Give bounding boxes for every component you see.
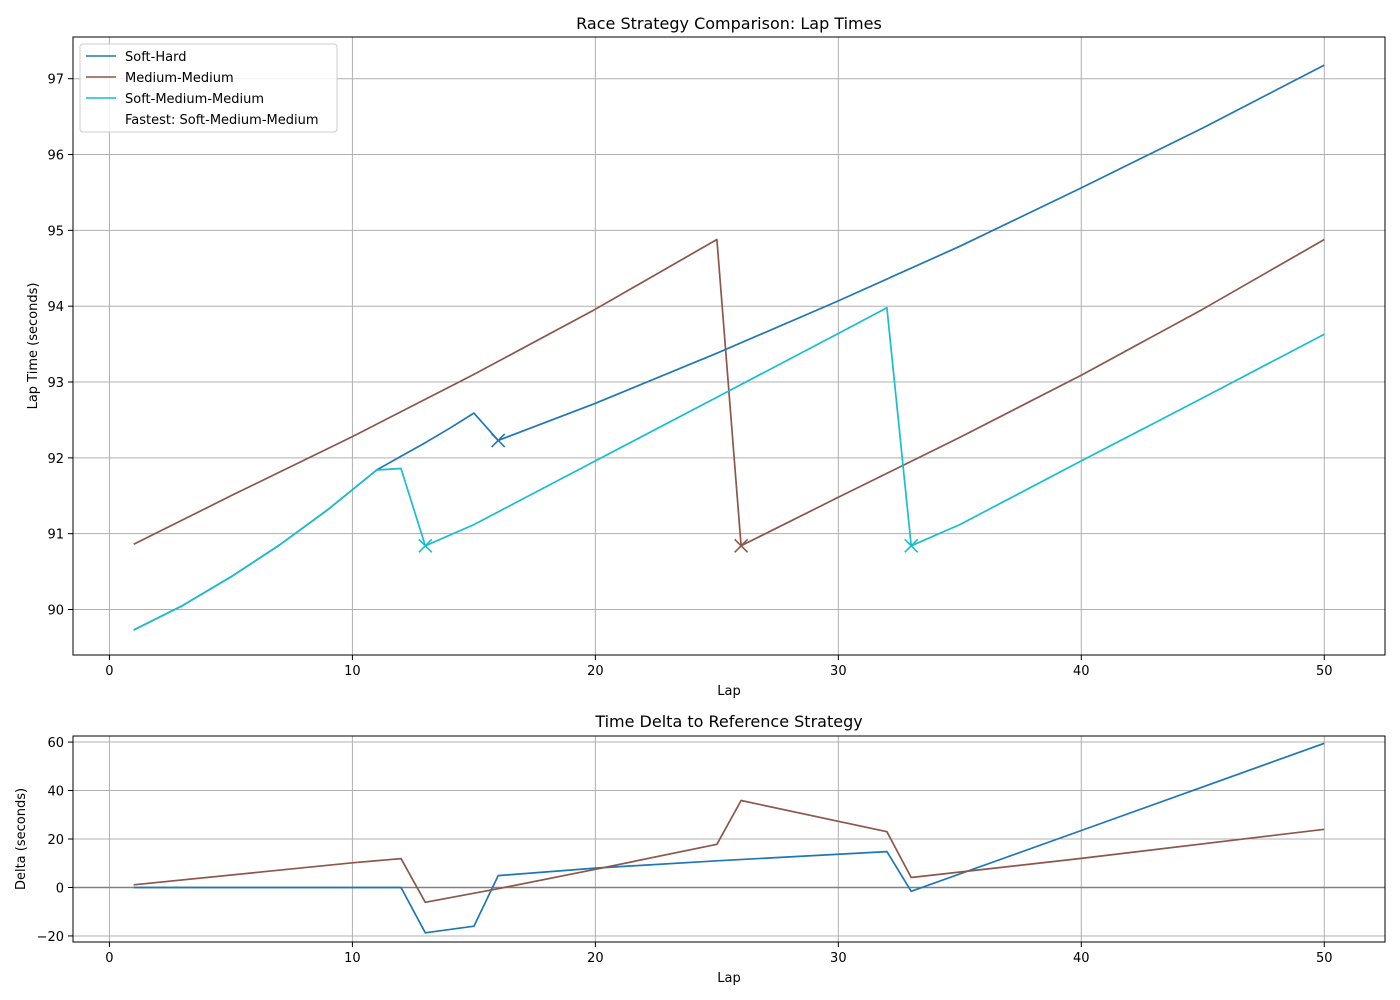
lap-times-series	[133, 64, 1325, 631]
delta-x-tick-label: 0	[105, 951, 113, 966]
lap-times-y-axis-label: Lap Time (seconds)	[26, 283, 41, 410]
lap-times-series-line-1	[133, 238, 1325, 547]
legend-label-medium-medium: Medium-Medium	[125, 71, 234, 86]
lap-times-x-tick-label: 10	[344, 664, 361, 679]
lap-times-y-tick-label: 90	[47, 604, 64, 619]
lap-times-pit-stop-marker	[491, 433, 506, 448]
lap-times-series-line-2	[133, 306, 1325, 631]
delta-series	[73, 742, 1385, 934]
legend-label-soft-medium-medium: Soft-Medium-Medium	[125, 92, 264, 107]
delta-x-tick-label: 30	[830, 951, 847, 966]
lap-times-y-tick-label: 97	[47, 73, 64, 88]
legend-box	[79, 43, 338, 133]
delta-y-tick-label: 40	[47, 785, 64, 800]
lap-times-y-tick-label: 96	[47, 149, 64, 164]
lap-times-x-tick-label: 0	[105, 664, 113, 679]
lap-times-x-axis-label: Lap	[717, 684, 740, 699]
lap-times-pit-stop-marker	[904, 538, 919, 553]
delta-x-axis-label: Lap	[717, 971, 740, 986]
lap-times-y-tick-label: 92	[47, 452, 64, 467]
delta-x-tick-label: 40	[1073, 951, 1090, 966]
lap-times-x-tick-label: 40	[1073, 664, 1090, 679]
delta-y-tick-label: 60	[47, 736, 64, 751]
lap-times-x-tick-label: 20	[587, 664, 604, 679]
delta-y-tick-label: 0	[56, 881, 64, 896]
lap-times-pit-stop-marker	[734, 538, 749, 553]
delta-panel: 0 10 20 30 40 50 −20 0 20 40 60 Time Delta to Refe…	[14, 712, 1386, 986]
lap-times-y-tick-label: 95	[47, 224, 64, 239]
lap-times-panel: 0 10 20 30 40 50 90 91 92 93 94 95 96 97 Race Strateg…	[26, 14, 1386, 699]
delta-y-tick-label: 20	[47, 833, 64, 848]
legend-fastest-note: Fastest: Soft-Medium-Medium	[125, 113, 319, 128]
delta-ticks: 0 10 20 30 40 50 −20 0 20 40 60	[37, 736, 1333, 966]
legend-label-soft-hard: Soft-Hard	[125, 50, 186, 65]
delta-series-line-0	[133, 742, 1325, 934]
delta-y-tick-label: −20	[37, 930, 64, 945]
lap-times-y-tick-label: 93	[47, 376, 64, 391]
lap-times-ticks: 0 10 20 30 40 50 90 91 92 93 94 95 96 97	[47, 73, 1332, 679]
delta-y-axis-label: Delta (seconds)	[14, 788, 29, 890]
lap-times-pit-stop-marker	[418, 538, 433, 553]
delta-x-tick-label: 20	[587, 951, 604, 966]
delta-title: Time Delta to Reference Strategy	[594, 712, 862, 731]
delta-x-tick-label: 50	[1316, 951, 1333, 966]
lap-times-x-tick-label: 50	[1316, 664, 1333, 679]
lap-times-y-tick-label: 94	[47, 300, 64, 315]
delta-series-line-1	[133, 799, 1325, 904]
legend: Soft-Hard Medium-Medium Soft-Medium-Medi…	[79, 43, 338, 133]
lap-times-x-tick-label: 30	[830, 664, 847, 679]
lap-times-title: Race Strategy Comparison: Lap Times	[576, 14, 882, 33]
lap-times-plot-frame	[72, 36, 1386, 656]
lap-times-grid	[73, 37, 1385, 655]
lap-times-y-tick-label: 91	[47, 528, 64, 543]
delta-x-tick-label: 10	[344, 951, 361, 966]
